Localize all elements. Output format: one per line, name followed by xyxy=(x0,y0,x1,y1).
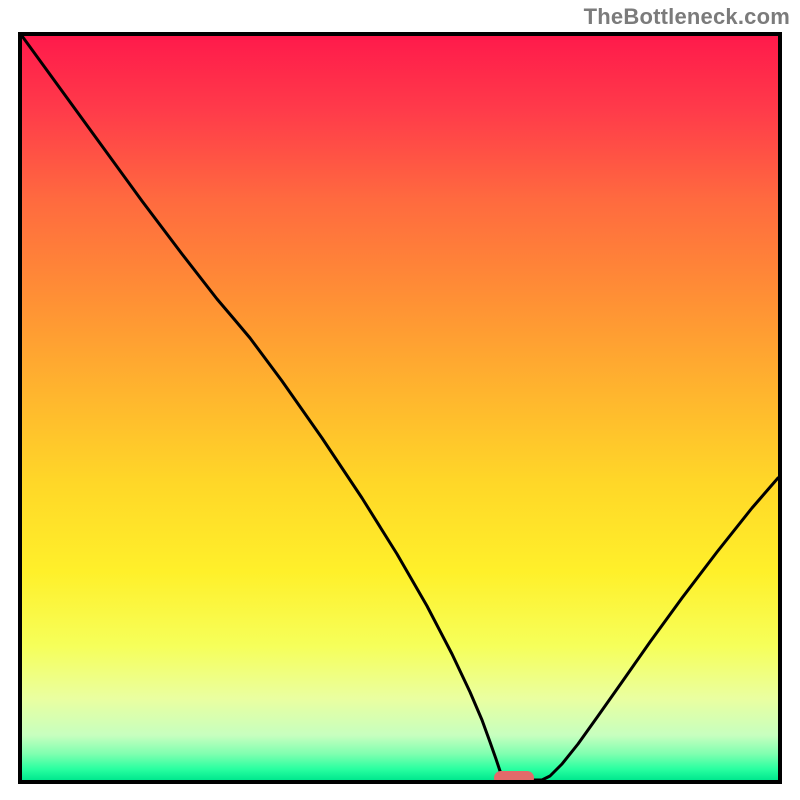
optimal-point-marker xyxy=(494,771,534,780)
plot-background xyxy=(22,36,778,780)
plot-area xyxy=(18,32,782,784)
watermark-text: TheBottleneck.com xyxy=(584,4,790,30)
chart-frame: TheBottleneck.com xyxy=(0,0,800,800)
plot-svg xyxy=(22,36,778,780)
